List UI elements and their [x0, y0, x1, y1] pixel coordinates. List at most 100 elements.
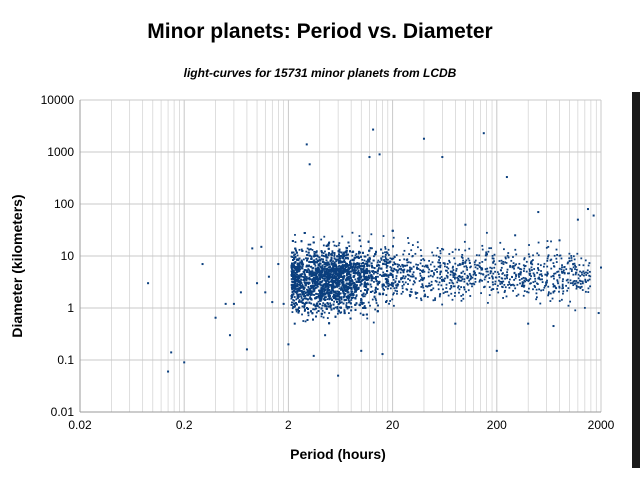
data-point [364, 262, 366, 265]
data-point [300, 285, 303, 288]
data-point [326, 279, 329, 282]
data-point [376, 272, 379, 275]
data-point [364, 284, 366, 287]
data-point [365, 286, 368, 288]
data-point [374, 290, 377, 293]
data-point [387, 262, 390, 264]
data-point [320, 258, 323, 260]
data-point [600, 266, 602, 269]
data-point [338, 283, 341, 286]
data-point [327, 295, 330, 297]
data-point [324, 286, 327, 289]
data-point [527, 322, 530, 325]
data-point [296, 287, 299, 290]
data-point [347, 285, 350, 288]
data-point [355, 284, 358, 287]
data-point [315, 267, 317, 270]
data-point [183, 361, 186, 364]
data-point [324, 305, 326, 308]
data-points [147, 128, 602, 377]
data-point [301, 265, 304, 267]
data-point [379, 261, 381, 263]
data-point [296, 293, 299, 296]
data-point [332, 273, 335, 276]
data-point [402, 269, 404, 272]
data-point [307, 283, 310, 286]
data-point [377, 304, 379, 307]
data-point [311, 249, 314, 251]
data-point [324, 285, 327, 287]
data-point [334, 286, 337, 289]
data-point [345, 249, 348, 252]
data-point [346, 253, 349, 256]
data-point [299, 282, 302, 285]
data-point [291, 262, 293, 265]
data-point [366, 265, 369, 268]
data-point [294, 290, 297, 293]
data-point [373, 255, 375, 258]
data-point [350, 306, 353, 308]
data-point [325, 272, 328, 275]
data-point [365, 313, 368, 316]
data-point [360, 283, 363, 286]
data-point [349, 263, 352, 266]
data-point [296, 254, 299, 257]
data-point [301, 250, 304, 252]
data-point [482, 132, 485, 135]
data-point [294, 233, 296, 236]
data-point [346, 270, 349, 273]
data-point [363, 295, 366, 298]
data-point [371, 247, 373, 250]
data-point [295, 310, 298, 313]
data-point [264, 291, 267, 294]
data-point [333, 252, 336, 255]
data-point [335, 285, 338, 288]
data-point [311, 278, 314, 281]
data-point [371, 270, 373, 273]
data-point [293, 322, 296, 325]
data-point [291, 271, 294, 273]
data-point [347, 283, 350, 285]
data-point [337, 374, 340, 377]
data-point [338, 287, 341, 290]
data-point [345, 250, 348, 253]
data-point [505, 176, 508, 179]
data-point [292, 305, 295, 308]
data-point [296, 282, 299, 285]
data-point [309, 290, 311, 293]
data-point [308, 281, 311, 284]
data-point [375, 302, 378, 304]
data-point [325, 296, 327, 298]
data-point [296, 270, 299, 273]
data-point [401, 285, 404, 287]
data-point [331, 275, 334, 278]
data-point [376, 264, 378, 267]
data-point [317, 293, 319, 295]
data-point [293, 281, 296, 284]
data-point [386, 270, 389, 272]
data-point [314, 287, 317, 289]
data-point [316, 304, 319, 307]
data-point [351, 267, 353, 269]
data-point [317, 282, 320, 285]
data-point [324, 334, 327, 337]
data-point [344, 257, 347, 259]
data-point [295, 288, 298, 290]
data-point [315, 286, 318, 289]
data-point [341, 288, 344, 291]
data-point [323, 277, 326, 280]
data-point [396, 284, 399, 287]
data-point [335, 260, 338, 263]
data-point [342, 269, 345, 272]
data-point [348, 264, 351, 267]
data-point [328, 291, 331, 294]
data-point [333, 244, 336, 247]
data-point [338, 271, 341, 274]
data-point [310, 287, 313, 290]
data-point [325, 269, 328, 272]
data-point [300, 240, 303, 243]
data-point [292, 274, 295, 277]
data-point [349, 267, 352, 270]
data-point [362, 267, 365, 270]
data-point [363, 289, 366, 291]
